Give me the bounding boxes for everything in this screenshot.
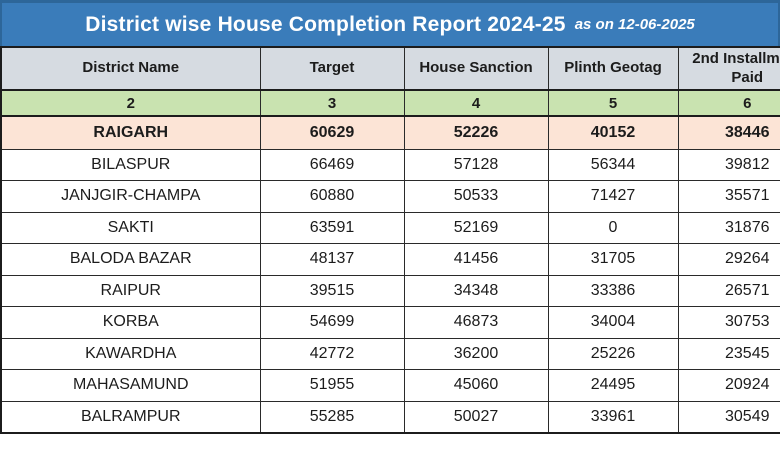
column-number-row: 2 3 4 5 6 (0, 89, 780, 117)
cell-plinth-geotag: 34004 (547, 306, 679, 339)
cell-district: JANJGIR-CHAMPA (0, 180, 261, 213)
table-row: KORBA 54699 46873 34004 30753 (0, 306, 780, 339)
cell-house-sanction: 36200 (403, 337, 549, 370)
table-row-raigarh-highlighted: RAIGARH 60629 52226 40152 38446 (0, 115, 780, 150)
cell-2nd-installment: 39812 (677, 148, 780, 181)
cell-target: 60880 (259, 180, 405, 213)
cell-target: 60629 (259, 115, 405, 150)
cell-2nd-installment: 38446 (677, 115, 780, 150)
table-row: RAIPUR 39515 34348 33386 26571 (0, 274, 780, 307)
cell-district: RAIPUR (0, 274, 261, 307)
header-2nd-installment-paid: 2nd Installment Paid (677, 46, 780, 91)
cell-2nd-installment: 31876 (677, 211, 780, 244)
column-number: 5 (547, 89, 679, 117)
cell-district: RAIGARH (0, 115, 261, 150)
cell-target: 39515 (259, 274, 405, 307)
cell-2nd-installment: 26571 (677, 274, 780, 307)
cell-district: BALODA BAZAR (0, 243, 261, 276)
table-header-row: District Name Target House Sanction Plin… (0, 46, 780, 91)
cell-2nd-installment: 30753 (677, 306, 780, 339)
table-row: SAKTI 63591 52169 0 31876 (0, 211, 780, 244)
cell-plinth-geotag: 33386 (547, 274, 679, 307)
cell-house-sanction: 52226 (403, 115, 549, 150)
cell-target: 55285 (259, 400, 405, 433)
title-bar: District wise House Completion Report 20… (0, 0, 780, 46)
cell-house-sanction: 45060 (403, 369, 549, 402)
cell-district: KAWARDHA (0, 337, 261, 370)
cell-house-sanction: 46873 (403, 306, 549, 339)
cell-plinth-geotag: 24495 (547, 369, 679, 402)
cell-plinth-geotag: 40152 (547, 115, 679, 150)
cell-house-sanction: 50027 (403, 400, 549, 433)
cell-district: BILASPUR (0, 148, 261, 181)
header-house-sanction: House Sanction (403, 46, 549, 91)
page-title: District wise House Completion Report 20… (85, 12, 566, 36)
cell-target: 42772 (259, 337, 405, 370)
cell-target: 54699 (259, 306, 405, 339)
cell-target: 51955 (259, 369, 405, 402)
table-row: BALRAMPUR 55285 50027 33961 30549 (0, 400, 780, 433)
cell-plinth-geotag: 31705 (547, 243, 679, 276)
cell-plinth-geotag: 56344 (547, 148, 679, 181)
table-row: MAHASAMUND 51955 45060 24495 20924 (0, 369, 780, 402)
table-row: KAWARDHA 42772 36200 25226 23545 (0, 337, 780, 370)
cell-plinth-geotag: 33961 (547, 400, 679, 433)
cell-district: SAKTI (0, 211, 261, 244)
cell-house-sanction: 57128 (403, 148, 549, 181)
cell-house-sanction: 41456 (403, 243, 549, 276)
cell-house-sanction: 52169 (403, 211, 549, 244)
cell-2nd-installment: 29264 (677, 243, 780, 276)
report-date: as on 12-06-2025 (574, 16, 695, 33)
column-number: 6 (677, 89, 780, 117)
cell-plinth-geotag: 71427 (547, 180, 679, 213)
district-report-table: District Name Target House Sanction Plin… (0, 46, 780, 434)
cell-2nd-installment: 35571 (677, 180, 780, 213)
column-number: 3 (259, 89, 405, 117)
cell-district: MAHASAMUND (0, 369, 261, 402)
cell-plinth-geotag: 25226 (547, 337, 679, 370)
cell-plinth-geotag: 0 (547, 211, 679, 244)
table-row: BALODA BAZAR 48137 41456 31705 29264 (0, 243, 780, 276)
header-district-name: District Name (0, 46, 261, 91)
table-row: JANJGIR-CHAMPA 60880 50533 71427 35571 (0, 180, 780, 213)
cell-target: 66469 (259, 148, 405, 181)
cell-target: 48137 (259, 243, 405, 276)
table-row: BILASPUR 66469 57128 56344 39812 (0, 148, 780, 181)
cell-2nd-installment: 20924 (677, 369, 780, 402)
column-number: 2 (0, 89, 261, 117)
cell-district: BALRAMPUR (0, 400, 261, 433)
cell-2nd-installment: 23545 (677, 337, 780, 370)
cell-district: KORBA (0, 306, 261, 339)
column-number: 4 (403, 89, 549, 117)
cell-2nd-installment: 30549 (677, 400, 780, 433)
header-plinth-geotag: Plinth Geotag (547, 46, 679, 91)
header-target: Target (259, 46, 405, 91)
cell-house-sanction: 34348 (403, 274, 549, 307)
cell-house-sanction: 50533 (403, 180, 549, 213)
cell-target: 63591 (259, 211, 405, 244)
